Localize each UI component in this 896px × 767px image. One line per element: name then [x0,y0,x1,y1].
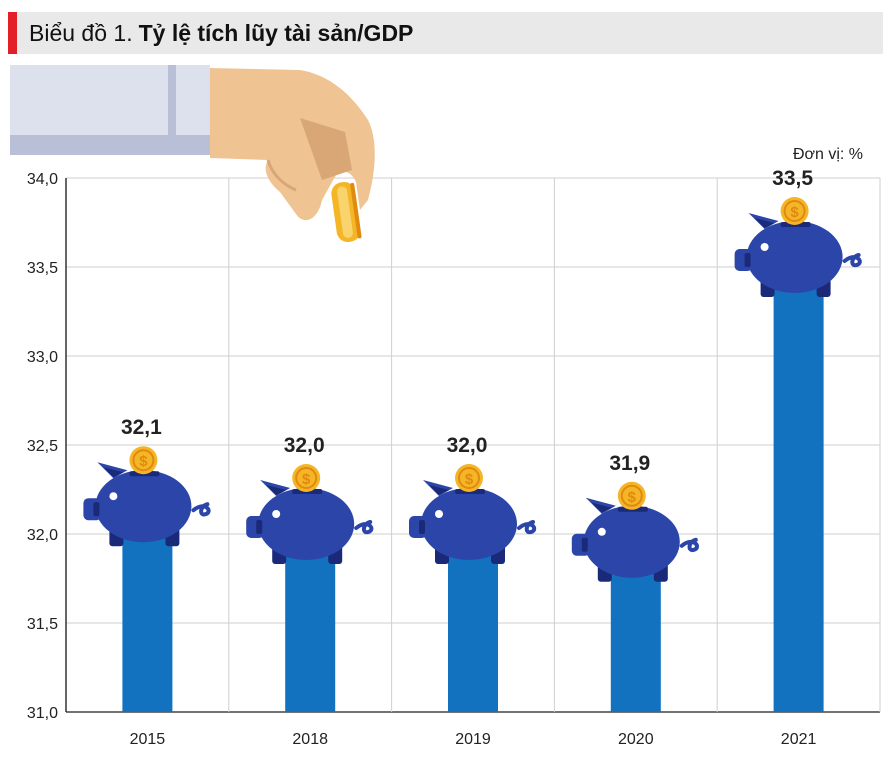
bar-2015 [122,516,173,712]
x-tick-label: 2015 [130,731,166,748]
value-label-2021: 33,5 [772,167,813,190]
coin-icon [331,182,362,242]
bar-2018 [285,534,336,712]
title-accent-mark [8,12,17,54]
value-label-2020: 31,9 [609,452,650,475]
bar-2020 [610,551,661,712]
unit-label: Đơn vị: % [792,146,863,163]
y-tick-label: 32,5 [27,438,58,455]
piggy-banks [81,195,862,584]
piggy-bank-icon [732,195,862,299]
y-tick-label: 34,0 [27,171,58,188]
x-axis-labels: 2015 2018 2019 2020 2021 [130,731,817,748]
value-label-2015: 32,1 [121,416,162,439]
y-tick-label: 32,0 [27,527,58,544]
y-tick-label: 31,0 [27,705,58,722]
x-tick-label: 2020 [618,731,654,748]
value-label-2019: 32,0 [447,434,488,457]
value-labels: 32,1 32,0 32,0 31,9 33,5 [121,167,813,475]
y-tick-label: 33,5 [27,260,58,277]
y-tick-label: 31,5 [27,616,58,633]
piggy-bank-icon [81,444,211,549]
piggy-bank-icon [244,462,374,566]
value-label-2018: 32,0 [284,434,325,457]
bar-2019 [448,534,498,712]
chart-number: Biểu đồ 1. [29,19,133,46]
y-tick-label: 33,0 [27,349,58,366]
y-axis-ticks: 31,0 31,5 32,0 32,5 33,0 33,5 34,0 [27,171,58,722]
hand-icon [10,65,375,221]
piggy-bank-icon [569,479,700,584]
chart-title: Tỷ lệ tích lũy tài sản/GDP [138,19,414,46]
x-tick-label: 2021 [781,731,817,748]
x-tick-label: 2018 [292,731,328,748]
x-tick-label: 2019 [455,731,491,748]
piggy-bank-icon [407,462,537,566]
bar-2021 [773,267,824,712]
bars-group [122,267,824,712]
chart-title-bar: Biểu đồ 1. Tỷ lệ tích lũy tài sản/GDP [8,12,883,54]
